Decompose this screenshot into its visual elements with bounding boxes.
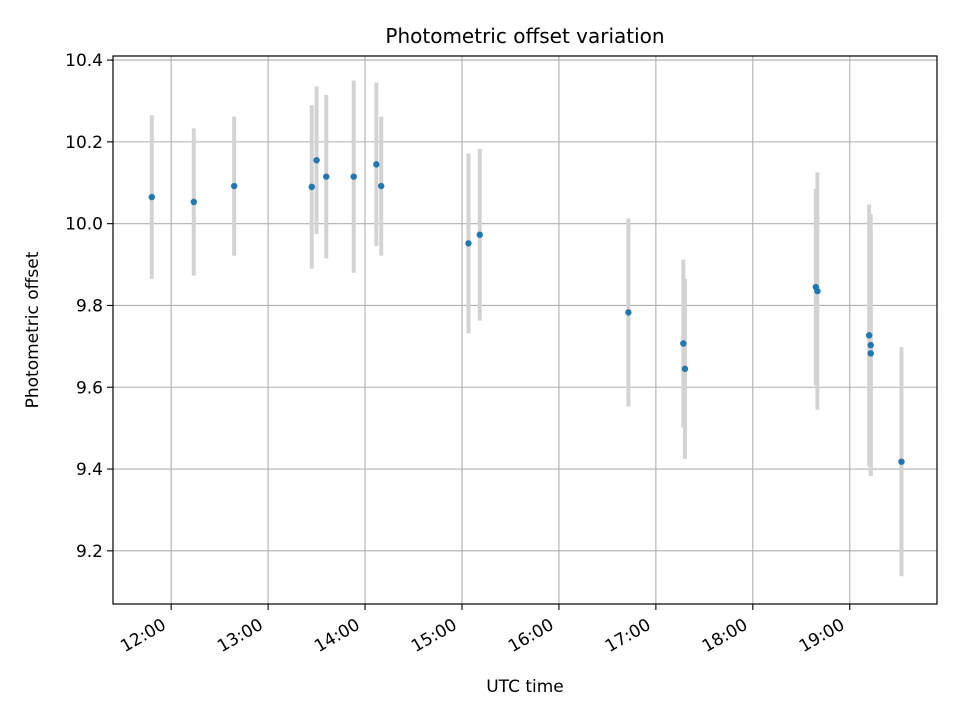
data-point <box>681 365 689 373</box>
y-tick-label: 9.4 <box>76 460 103 480</box>
data-point <box>898 458 905 465</box>
data-point <box>476 231 483 238</box>
y-axis-ticks: 9.2 9.4 9.6 9.8 10.0 10.2 10.4 <box>65 51 113 562</box>
data-point <box>313 157 320 164</box>
data-point <box>373 161 380 168</box>
grid <box>113 56 937 604</box>
x-tick-label: 13:00 <box>214 615 266 657</box>
x-tick-label: 14:00 <box>311 615 363 657</box>
x-tick-label: 17:00 <box>602 615 654 657</box>
y-tick-label: 10.4 <box>65 51 103 71</box>
data-point <box>148 193 155 201</box>
x-tick-label: 15:00 <box>408 615 460 657</box>
y-axis-label: Photometric offset <box>23 251 43 408</box>
data-point <box>867 341 874 349</box>
data-point <box>350 173 357 180</box>
plot-frame <box>112 55 938 605</box>
chart-title: Photometric offset variation <box>385 24 664 48</box>
data-point <box>814 287 821 295</box>
x-tick-label: 16:00 <box>505 615 557 657</box>
data-point <box>680 340 687 347</box>
x-tick-label: 19:00 <box>796 615 848 657</box>
data-point <box>465 240 472 247</box>
y-tick-label: 9.8 <box>76 296 103 316</box>
y-tick-label: 9.2 <box>76 542 103 562</box>
y-tick-label: 10.0 <box>65 215 103 235</box>
y-tick-label: 10.2 <box>65 133 103 153</box>
y-tick-label: 9.6 <box>76 378 103 398</box>
data-points <box>148 157 905 465</box>
x-tick-label: 18:00 <box>699 615 751 657</box>
data-point <box>323 173 330 180</box>
error-bars <box>149 80 904 577</box>
x-axis-label: UTC time <box>486 677 564 697</box>
data-point <box>378 182 385 190</box>
data-point <box>230 182 238 190</box>
data-point <box>865 332 873 339</box>
data-point <box>625 309 632 316</box>
data-point <box>308 183 315 191</box>
data-point <box>867 350 874 357</box>
x-tick-label: 12:00 <box>117 615 169 657</box>
x-axis-ticks: 12:00 13:00 14:00 15:00 16:00 17:00 18:00 19:00 <box>117 604 851 657</box>
data-point <box>190 198 197 206</box>
